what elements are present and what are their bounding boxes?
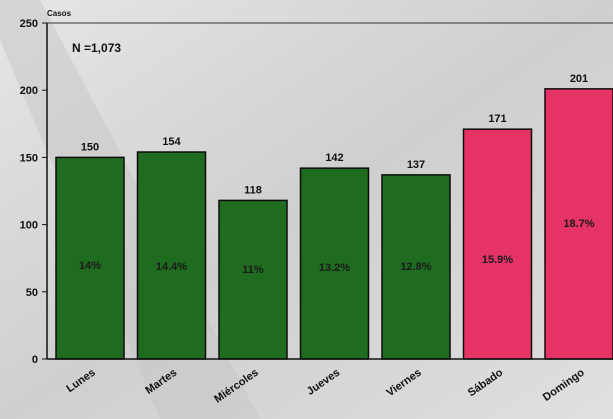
y-tick-label: 200 — [20, 85, 38, 97]
bar-martes — [136, 151, 207, 360]
percent-label: 11% — [242, 264, 264, 276]
percent-label: 14.4% — [156, 261, 187, 273]
bar-jueves — [299, 167, 370, 360]
y-tick-label: 100 — [20, 220, 38, 232]
y-tick-label: 0 — [32, 354, 38, 366]
percent-labels: 14% 14.4% 11% 13.2% 12.8% 15.9% 18.7% — [79, 218, 595, 276]
value-label: 154 — [162, 136, 181, 148]
y-tick-label: 250 — [20, 18, 38, 30]
value-label: 201 — [570, 73, 588, 85]
y-tick-label: 150 — [20, 152, 38, 164]
sample-size-annotation: N =1,073 — [72, 41, 121, 55]
bar-lunes — [55, 156, 125, 360]
value-label: 150 — [81, 141, 99, 153]
y-axis-title: Casos — [47, 9, 72, 18]
percent-label: 12.8% — [400, 261, 431, 273]
percent-label: 18.7% — [563, 218, 594, 230]
y-axis-ticks: 0 50 100 150 200 250 — [20, 18, 47, 366]
value-label: 118 — [244, 184, 262, 196]
value-label: 142 — [325, 152, 343, 164]
bar-sábado — [462, 128, 533, 360]
bar-miércoles — [218, 199, 288, 360]
y-tick-label: 50 — [26, 287, 38, 299]
value-label: 137 — [407, 159, 425, 171]
value-labels: 150 154 118 142 137 171 201 — [81, 73, 588, 197]
value-label: 171 — [488, 113, 506, 125]
percent-label: 15.9% — [482, 254, 513, 266]
percent-label: 13.2% — [319, 262, 350, 274]
bar-domingo — [544, 88, 613, 360]
bar-viernes — [381, 174, 451, 360]
percent-label: 14% — [79, 260, 101, 272]
